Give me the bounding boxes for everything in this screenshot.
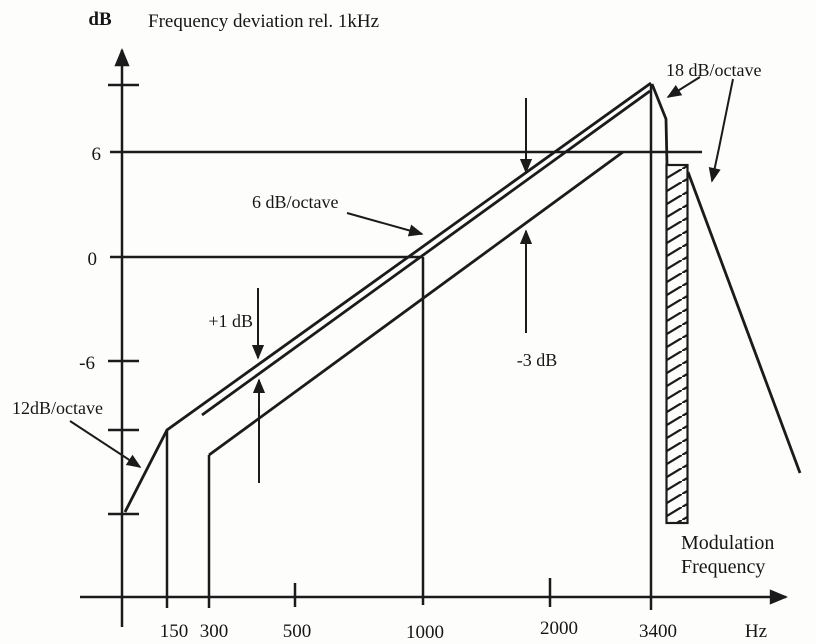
x-tick-label-3400: 3400	[639, 621, 677, 642]
y-tick-label-0: 0	[88, 249, 98, 270]
upper-limit-curve	[123, 81, 652, 513]
x-tick-label-500: 500	[283, 621, 312, 642]
y-tick-label-6: 6	[92, 144, 102, 165]
x-tick-label-1000: 1000	[406, 622, 444, 643]
annotation-12db-octave: 12dB/octave	[12, 398, 103, 418]
annotation-6db-octave: 6 dB/octave	[252, 192, 338, 212]
annotation-plus1db: +1 dB	[208, 311, 253, 331]
chart-title: Frequency deviation rel. 1kHz	[148, 11, 379, 32]
arrow-12db-octave	[69, 420, 142, 468]
y-axis-unit-label: dB	[88, 9, 112, 30]
x-tick-label-2000: 2000	[540, 618, 578, 639]
annotation-18db-octave: 18 dB/octave	[666, 60, 761, 80]
modulation-frequency-label-line1: Modulation	[681, 532, 774, 554]
arrow-18db-octave-left	[666, 76, 701, 98]
arrow-6db-octave	[346, 212, 424, 237]
annotation-minus3db: -3 dB	[517, 350, 558, 370]
upper-limit-rolloff	[650, 83, 669, 166]
modulation-limit-hatched-bar	[665, 163, 689, 525]
y-tick-label-minus6: -6	[79, 353, 95, 374]
modulation-frequency-label-line2: Frequency	[681, 556, 765, 578]
x-tick-label-300: 300	[200, 621, 229, 642]
x-axis-unit-label: Hz	[745, 621, 767, 642]
arrow-18db-octave-right	[708, 78, 734, 183]
lower-limit-rolloff	[686, 171, 802, 474]
nominal-curve	[201, 89, 651, 417]
lower-limit-curve	[208, 150, 624, 457]
x-tick-label-150: 150	[160, 621, 189, 642]
